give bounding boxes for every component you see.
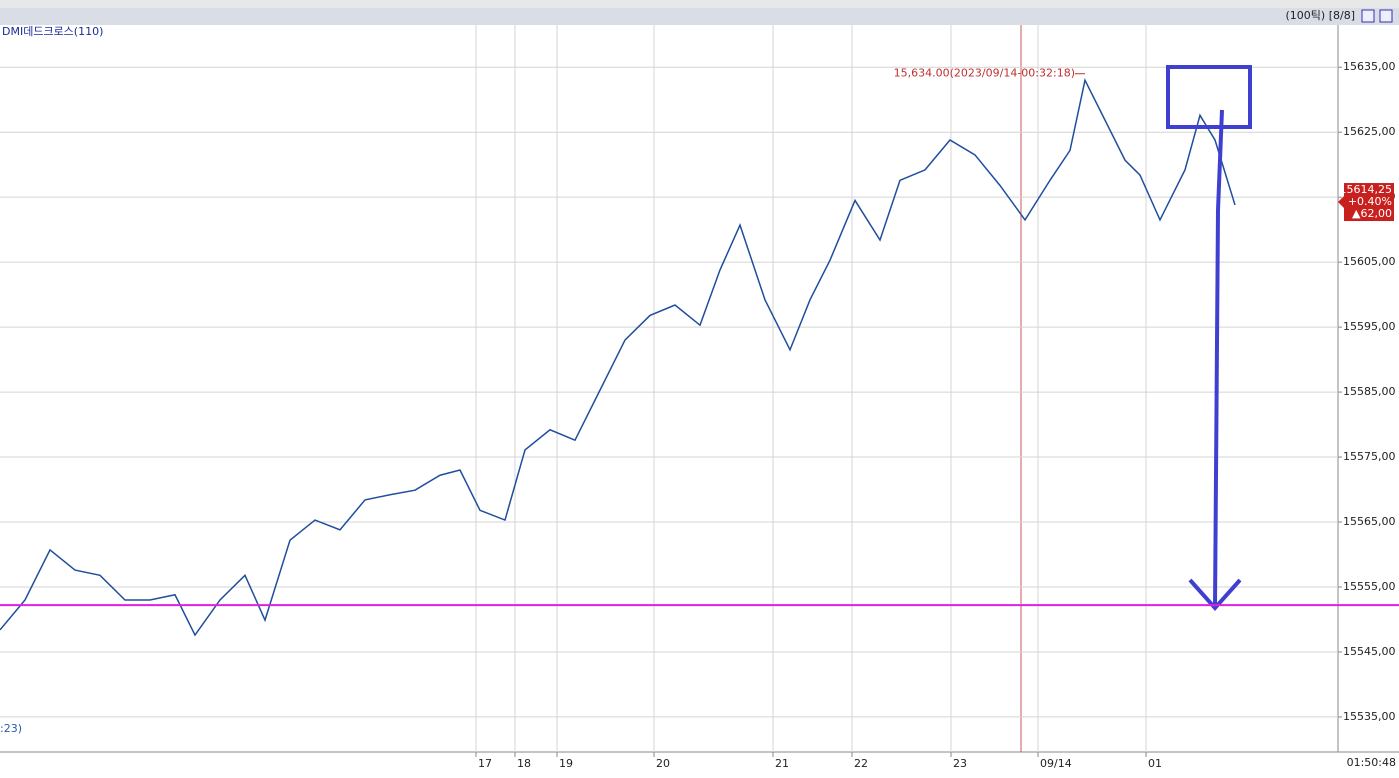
y-tick-label: 15625,00 bbox=[1343, 125, 1396, 138]
y-tick-label: 15635,00 bbox=[1343, 60, 1396, 73]
plot bbox=[0, 25, 1338, 752]
y-tick-label: 15595,00 bbox=[1343, 320, 1396, 333]
button[interactable] bbox=[1379, 9, 1393, 23]
y-tick-label: 15565,00 bbox=[1343, 515, 1396, 528]
y-tick-label: 15585,00 bbox=[1343, 385, 1396, 398]
arrow-head bbox=[1188, 578, 1242, 612]
indicator-label: DMI데드크로스(110) bbox=[2, 25, 103, 38]
time: 01:50:48 bbox=[1347, 756, 1396, 769]
last-price-text: 15614,25 bbox=[1340, 183, 1393, 196]
last-price-pointer bbox=[1338, 196, 1344, 209]
title: (100틱) [8/8] bbox=[1286, 9, 1355, 22]
x-tick-label: 20 bbox=[656, 757, 670, 770]
price-line bbox=[0, 77, 1236, 637]
annotation-box bbox=[1166, 65, 1252, 129]
last-price-text: ▲62,00 bbox=[1352, 207, 1392, 220]
y-tick-label: 15575,00 bbox=[1343, 450, 1396, 463]
y-tick-label: 15545,00 bbox=[1343, 645, 1396, 658]
sub-label: :23) bbox=[0, 722, 22, 735]
x-tick-label: 21 bbox=[775, 757, 789, 770]
x-tick-label: 23 bbox=[953, 757, 967, 770]
title-bar bbox=[0, 8, 1399, 25]
button[interactable] bbox=[1361, 9, 1375, 23]
x-tick-label: 17 bbox=[478, 757, 492, 770]
y-tick-label: 15535,00 bbox=[1343, 710, 1396, 723]
toolbar bbox=[0, 0, 1399, 8]
x-tick-label: 22 bbox=[854, 757, 868, 770]
x-tick-label: 01 bbox=[1148, 757, 1162, 770]
y-tick-label: 15605,00 bbox=[1343, 255, 1396, 268]
x-tick-label: 18 bbox=[517, 757, 531, 770]
y-tick-label: 15555,00 bbox=[1343, 580, 1396, 593]
x-tick-label: 19 bbox=[559, 757, 573, 770]
last-price-box bbox=[1344, 183, 1394, 222]
last-price-text: +0.40% bbox=[1348, 195, 1392, 208]
x-tick-label: 09/14 bbox=[1040, 757, 1072, 770]
annotation-arrow bbox=[1213, 109, 1224, 609]
max-label: 15,634.00(2023/09/14-00:32:18) bbox=[894, 67, 1075, 80]
